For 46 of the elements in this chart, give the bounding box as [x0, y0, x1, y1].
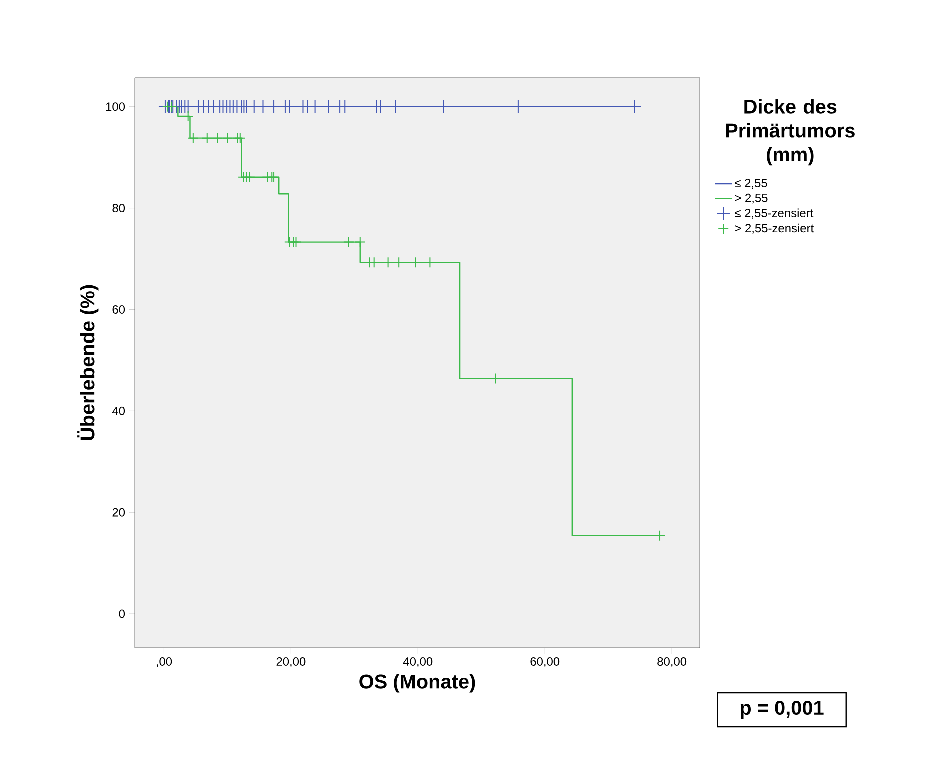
point: [628, 100, 642, 114]
point: [511, 100, 526, 114]
point: [222, 132, 234, 144]
point: [308, 100, 322, 114]
x-tick-label: 40,00: [403, 658, 433, 668]
point: [322, 100, 336, 114]
x-tick-label: ,00: [156, 658, 172, 668]
y-tick-label: 80: [112, 204, 126, 213]
point: [290, 236, 302, 248]
point: [354, 236, 366, 248]
point: [256, 100, 270, 114]
point: [343, 236, 354, 248]
x-tick-label: 20,00: [276, 658, 306, 668]
point: [282, 100, 297, 114]
x-axis-title: OS (Monate): [360, 674, 476, 693]
point: [212, 132, 224, 144]
legend-label: > 2,55-zensiert: [735, 224, 814, 234]
legend-label: ≤ 2,55-zensiert: [735, 208, 814, 219]
x-tick-label: 80,00: [658, 658, 687, 668]
point: [188, 132, 199, 144]
point: [654, 530, 666, 542]
point: [374, 100, 388, 114]
point: [338, 100, 352, 114]
text: p = 0,001: [740, 700, 824, 720]
point: [244, 172, 256, 183]
point: [394, 257, 405, 268]
point: [436, 100, 451, 114]
point: [368, 257, 380, 268]
point: [410, 257, 422, 268]
y-tick-label: 0: [119, 610, 126, 618]
y-tick-label: 40: [112, 406, 126, 416]
y-axis-title: Überlebende (%): [78, 285, 99, 440]
x-tick-label: 60,00: [530, 658, 560, 668]
y-tick-label: 60: [112, 306, 126, 314]
y-tick-label: 20: [112, 508, 126, 517]
point: [382, 257, 394, 268]
legend-label: > 2,55: [735, 194, 768, 204]
point: [388, 100, 403, 114]
point: [234, 132, 246, 144]
point: [202, 132, 213, 144]
legend-title: Dicke des Primärtumors (mm): [726, 99, 855, 166]
y-tick-label: 100: [106, 102, 126, 112]
point: [490, 373, 502, 384]
point: [267, 100, 282, 114]
point: [424, 257, 436, 268]
legend-label: ≤ 2,55: [735, 179, 768, 189]
